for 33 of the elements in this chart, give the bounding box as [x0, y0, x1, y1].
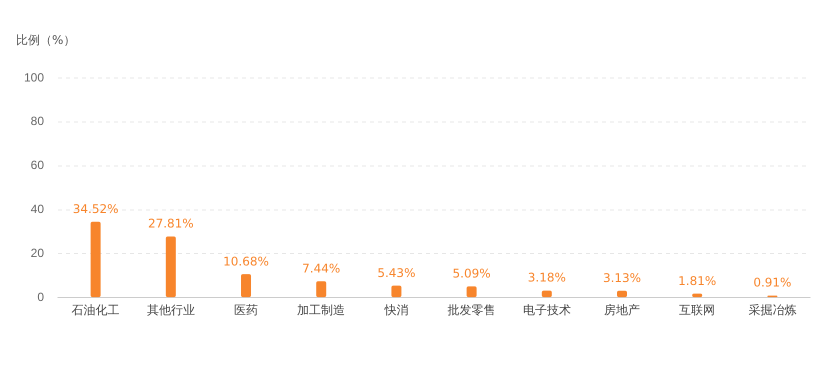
data-label: 10.68%	[223, 254, 269, 268]
data-label: 7.44%	[302, 261, 340, 276]
x-tick-label: 加工制造	[297, 303, 346, 318]
bar	[90, 222, 101, 298]
bar	[466, 286, 477, 298]
bar	[391, 286, 402, 298]
x-tick-label: 石油化工	[72, 303, 120, 318]
x-tick-label: 互联网	[679, 303, 716, 318]
y-tick-label: 80	[30, 114, 44, 128]
x-tick-label: 其他行业	[146, 303, 195, 318]
y-tick-label: 60	[30, 158, 44, 172]
x-tick-label: 批发零售	[448, 303, 496, 318]
data-label: 5.09%	[452, 266, 491, 281]
data-label: 3.13%	[602, 270, 642, 285]
x-tick-label: 电子技术	[522, 303, 571, 318]
data-label: 1.81%	[678, 274, 716, 288]
bar	[316, 281, 326, 298]
data-label: 27.81%	[148, 216, 194, 231]
x-tick-label: 采掘冶炼	[748, 303, 796, 318]
bar	[166, 236, 176, 298]
y-tick-label: 20	[30, 246, 44, 260]
y-tick-label: 40	[30, 202, 44, 216]
bar	[241, 274, 252, 298]
x-tick-label: 医药	[234, 303, 258, 318]
data-label: 34.52%	[72, 202, 119, 216]
x-tick-label: 快消	[383, 303, 408, 318]
data-label: 5.43%	[377, 266, 416, 280]
y-tick-label: 0	[37, 290, 44, 304]
data-label: 3.18%	[528, 270, 566, 285]
data-label: 0.91%	[753, 276, 792, 290]
y-axis-title: 比例（%）	[16, 32, 76, 49]
x-tick-label: 房地产	[604, 303, 640, 318]
y-tick-label: 100	[24, 70, 44, 84]
